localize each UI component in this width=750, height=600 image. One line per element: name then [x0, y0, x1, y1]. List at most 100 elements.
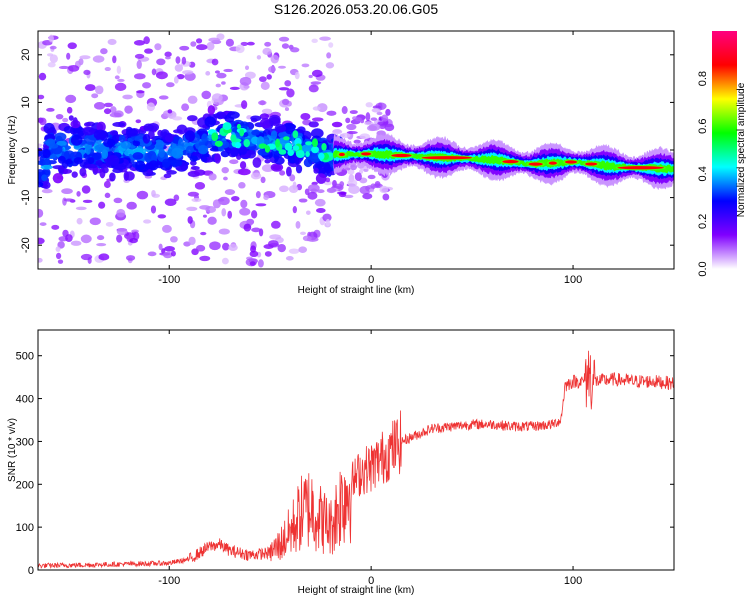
spectrogram-speckle — [326, 52, 332, 59]
spectrogram-hotspot — [283, 136, 290, 141]
spectrogram-speckle — [239, 207, 251, 216]
spectrogram-blob — [70, 134, 83, 146]
spectrogram-speckle — [326, 110, 337, 116]
spectrogram-speckle — [243, 85, 250, 89]
spectrogram-hotspot — [214, 140, 223, 147]
spectrogram-blob — [148, 160, 159, 171]
spectrogram-blob — [124, 171, 135, 181]
spectrogram-speckle — [223, 176, 228, 181]
spectrogram-blob — [65, 160, 73, 165]
spectrogram-blob — [79, 167, 87, 177]
spectrogram-blob — [264, 159, 271, 164]
spectrogram-speckle — [170, 250, 176, 257]
spectrogram-speckle — [367, 174, 376, 180]
spectrogram-blob — [135, 160, 146, 171]
spectrogram-speckle — [238, 181, 246, 189]
spectrogram-speckle — [38, 208, 44, 218]
spectrogram-blob — [52, 173, 64, 184]
spectrogram-speckle — [359, 185, 371, 195]
spectrogram-blob — [163, 173, 172, 179]
spectrogram-speckle — [258, 100, 267, 106]
spectrogram-blob — [72, 117, 78, 128]
spectrogram-speckle — [146, 102, 156, 112]
spectrogram-speckle — [370, 117, 378, 121]
spectrogram-speckle — [302, 235, 312, 242]
spectrogram-blob — [162, 158, 171, 169]
spectrogram-speckle — [172, 116, 183, 121]
spectrogram-speckle — [314, 198, 326, 207]
spectrogram-speckle — [75, 206, 87, 211]
spectrogram-hotspot — [230, 134, 237, 143]
spectrogram-speckle — [116, 65, 122, 75]
spectrogram-speckle — [301, 63, 310, 68]
spectrogram-speckle — [271, 220, 281, 229]
spectrogram-speckle — [267, 240, 279, 248]
spectrogram-speckle — [144, 48, 154, 54]
spectrogram-speckle — [196, 44, 208, 51]
spectrogram-y-label: Frequency (Hz) — [7, 116, 18, 185]
spectrogram-ridge-peak — [502, 160, 519, 164]
spectrogram-speckle — [208, 37, 220, 43]
spectrogram-speckle — [229, 159, 239, 165]
spectrogram-blob — [85, 145, 91, 155]
spectrogram-speckle — [188, 236, 196, 246]
spectrogram-speckle — [39, 117, 47, 126]
spectrogram-speckle — [339, 181, 345, 188]
spectrogram-speckle — [157, 214, 167, 219]
spectrogram-speckle — [200, 231, 207, 236]
colorbar-tick-label: 0.2 — [697, 214, 709, 229]
spectrogram-speckle — [58, 65, 70, 70]
spectrogram-speckle — [181, 56, 187, 65]
spectrogram-speckle — [354, 117, 362, 122]
spectrogram-hotspot — [318, 152, 325, 160]
spectrogram-speckle — [223, 68, 233, 73]
spectrogram-speckle — [316, 208, 326, 213]
spectrogram-speckle — [142, 82, 152, 89]
spectrogram-speckle — [38, 143, 43, 147]
spectrogram-speckle — [94, 85, 104, 95]
spectrogram-speckle — [368, 123, 381, 131]
spectrogram-speckle — [49, 54, 58, 63]
spectrogram-speckle — [325, 177, 331, 183]
spectrogram-speckle — [244, 65, 250, 71]
spectrogram-speckle — [133, 40, 146, 46]
spectrogram-speckle — [285, 256, 294, 261]
spectrogram-speckle — [55, 252, 62, 260]
spectrogram-speckle — [147, 251, 157, 257]
snr-x-tick-label: 100 — [564, 575, 582, 587]
spectrogram-speckle — [207, 216, 217, 225]
spectrogram-speckle — [221, 208, 227, 217]
spectrogram-blob — [166, 170, 177, 175]
spectrogram-speckle — [47, 62, 56, 68]
spectrogram-ridge-peak — [338, 152, 345, 157]
spectrogram-speckle — [154, 43, 162, 51]
spectrogram-blob — [239, 161, 247, 170]
spectrogram-speckle — [218, 228, 230, 235]
spectrogram-speckle — [288, 248, 300, 254]
spectrogram-speckle — [162, 224, 172, 233]
spectrogram-speckle — [187, 206, 194, 211]
spectrogram-speckle — [48, 34, 54, 43]
spectrogram-speckle — [227, 210, 233, 219]
spectrogram-speckle — [215, 83, 221, 88]
spectrogram-blob — [323, 162, 331, 172]
spectrogram-speckle — [103, 180, 111, 189]
spectrogram-blob — [259, 113, 270, 120]
spectrogram-blob — [56, 140, 67, 146]
spectrogram-hotspot — [236, 123, 241, 130]
spectrogram-blob — [220, 150, 230, 158]
spectrogram-speckle — [135, 119, 142, 124]
spectrogram-speckle — [82, 199, 93, 203]
spectrogram-speckle — [278, 87, 290, 91]
colorbar-label: Normalized spectral amplitude — [736, 82, 747, 217]
spectrogram-speckle — [151, 190, 156, 197]
spectrogram-speckle — [164, 198, 177, 206]
spectrogram-ridge-peak — [585, 162, 598, 166]
spectrogram-blob — [201, 133, 208, 143]
spectrogram-speckle — [241, 100, 248, 109]
spectrogram-speckle — [307, 184, 320, 192]
spectrogram-ridge-peak — [421, 156, 473, 160]
spectrogram-speckle — [214, 70, 220, 74]
spectrogram-speckle — [298, 198, 308, 203]
spectrogram-speckle — [323, 180, 332, 186]
